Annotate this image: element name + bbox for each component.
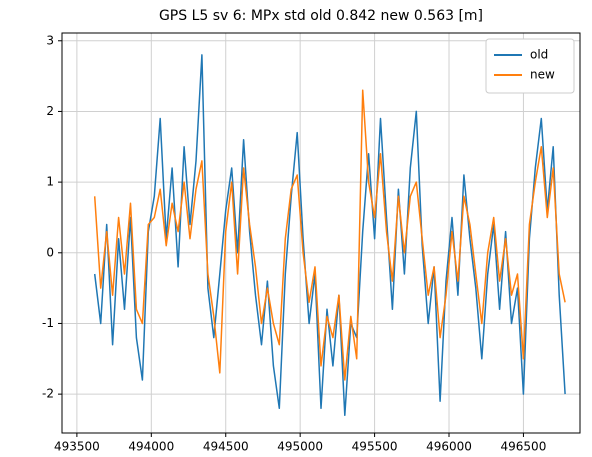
legend-label: old [530,48,548,62]
x-tick-label: 496500 [501,440,547,454]
x-tick-label: 495000 [277,440,323,454]
legend-label: new [530,68,555,82]
y-tick-label: -2 [42,387,54,401]
legend-box [485,38,575,94]
plot-frame [61,32,581,434]
series-line [93,54,566,417]
x-tick-label: 493500 [54,440,100,454]
chart-title: GPS L5 sv 6: MPx std old 0.842 new 0.563… [159,8,483,24]
y-tick-label: 1 [46,175,54,189]
series-line [93,89,566,381]
y-tick-label: 0 [46,245,54,259]
y-tick-label: 2 [46,104,54,118]
y-tick-label: -1 [42,316,54,330]
x-tick-label: 494000 [128,440,174,454]
y-tick-label: 3 [46,33,54,47]
x-tick-label: 496000 [426,440,472,454]
x-tick-label: 495500 [352,440,398,454]
x-tick-label: 494500 [203,440,249,454]
